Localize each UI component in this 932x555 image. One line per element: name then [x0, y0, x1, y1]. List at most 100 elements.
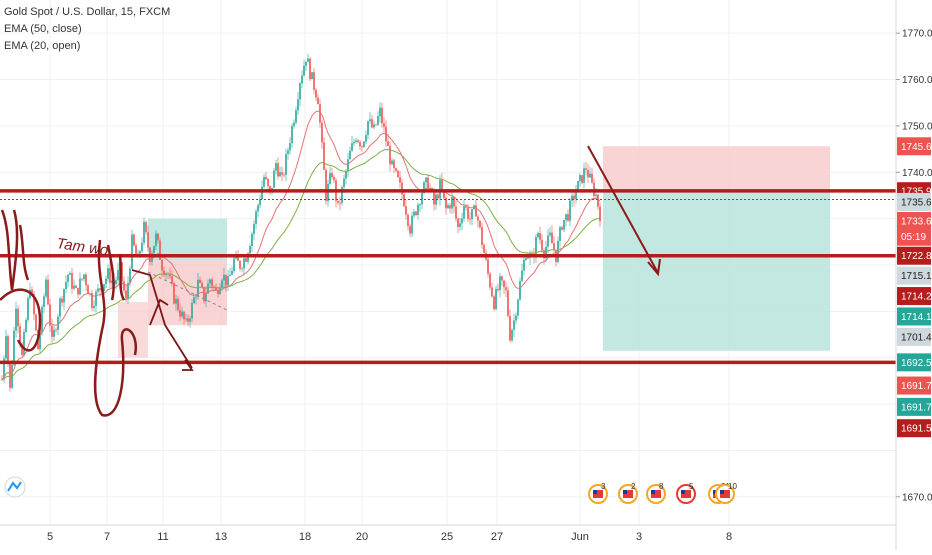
candle-body	[413, 211, 415, 216]
x-tick-label: 11	[157, 531, 168, 543]
x-tick-label: 7	[104, 531, 110, 543]
candle-body	[131, 234, 133, 269]
candle-body	[403, 194, 405, 207]
left-arrow-drawing[interactable]	[131, 269, 194, 371]
price-label-text: 1715.14	[901, 271, 932, 282]
price-label-text: 1735.92	[901, 187, 932, 198]
flag-canton	[681, 490, 685, 494]
candle-body	[243, 258, 245, 269]
candle-body	[121, 262, 123, 282]
flag-canton	[713, 490, 717, 494]
legend-symbol[interactable]: Gold Spot / U.S. Dollar, 15, FXCM	[4, 6, 171, 18]
candle-body	[483, 244, 485, 253]
candle-body	[423, 182, 425, 193]
candle-body	[499, 276, 501, 291]
candle-body	[471, 209, 473, 220]
candle-body	[177, 298, 179, 311]
candle-body	[219, 287, 221, 295]
candle-body	[493, 296, 495, 310]
candle-body	[425, 177, 427, 183]
candle-body	[67, 274, 69, 282]
price-label-bg	[897, 137, 931, 156]
legend-ema-50[interactable]: EMA (50, close)	[4, 23, 82, 35]
candle-body	[465, 206, 467, 208]
candle-body	[23, 331, 25, 356]
trend-dashed-line	[147, 271, 228, 311]
candle-body	[125, 290, 127, 299]
candle-body	[225, 274, 227, 286]
candle-body	[565, 214, 567, 221]
price-label-text: 1691.76	[901, 381, 932, 392]
candle-body	[351, 143, 353, 151]
candle-body	[95, 291, 97, 306]
candle-body	[309, 58, 311, 79]
flag-icon	[623, 490, 633, 498]
price-axis: 1670.00 1740.00 1750.00 1760.00 1770.00 1745.…	[895, 0, 932, 550]
candle-body	[203, 287, 205, 302]
candle-body	[585, 168, 587, 170]
candle-body	[199, 279, 201, 283]
stop-zone	[148, 260, 227, 326]
candle-body	[3, 358, 5, 380]
candle-body	[359, 142, 361, 147]
candle-body	[481, 227, 483, 245]
candle-body	[427, 177, 429, 188]
candle-body	[123, 281, 125, 291]
candle-body	[117, 270, 119, 281]
candle-body	[443, 191, 445, 198]
candle-body	[39, 332, 41, 350]
x-tick-label: 20	[356, 531, 368, 543]
candle-body	[361, 146, 363, 148]
flag-canton	[720, 490, 724, 494]
candle-body	[323, 142, 325, 170]
scribble-5	[18, 224, 30, 281]
x-tick-label: 25	[441, 531, 453, 543]
candle-body	[257, 205, 259, 212]
y-tick-label: 1760.00	[902, 75, 932, 86]
candle-body	[87, 285, 89, 294]
candle-body	[15, 308, 17, 331]
candle-body	[573, 195, 575, 200]
candle-body	[495, 289, 497, 310]
candle-body	[339, 202, 341, 204]
price-label-bg	[897, 266, 931, 285]
flag-icon	[651, 490, 661, 498]
candle-body	[159, 240, 161, 260]
price-label-bg	[897, 307, 931, 326]
scribble-4	[106, 244, 126, 301]
candle-body	[411, 215, 413, 234]
candle-body	[143, 221, 145, 243]
candle-body	[147, 232, 149, 248]
candle-body	[301, 75, 303, 84]
candle-body	[291, 126, 293, 144]
candle-body	[419, 204, 421, 206]
x-tick-label: 13	[215, 531, 227, 543]
legend-ema-20[interactable]: EMA (20, open)	[4, 40, 81, 52]
price-label-bg	[897, 327, 931, 346]
candle-body	[505, 287, 507, 291]
candle-body	[513, 320, 515, 330]
flag-icon	[720, 490, 730, 498]
candle-body	[461, 218, 463, 224]
price-label-bg	[897, 419, 931, 438]
candle-body	[27, 298, 29, 320]
candle-body	[45, 279, 47, 297]
price-label-text: 1722.85	[901, 251, 932, 262]
candle-body	[299, 83, 301, 100]
candle-body	[209, 279, 211, 284]
candle-body	[325, 169, 327, 201]
candle-body	[55, 329, 57, 331]
price-label-bg	[897, 397, 931, 416]
candle-body	[303, 65, 305, 76]
x-tick-label: 27	[491, 531, 503, 543]
projection-arrow[interactable]	[587, 145, 659, 274]
candle-body	[579, 175, 581, 181]
candle-body	[295, 110, 297, 123]
candle-body	[61, 298, 63, 303]
candle-body	[343, 178, 345, 187]
candle-body	[155, 233, 157, 246]
candle-body	[91, 293, 93, 308]
candle-body	[49, 304, 51, 326]
price-label-bg	[897, 192, 931, 211]
